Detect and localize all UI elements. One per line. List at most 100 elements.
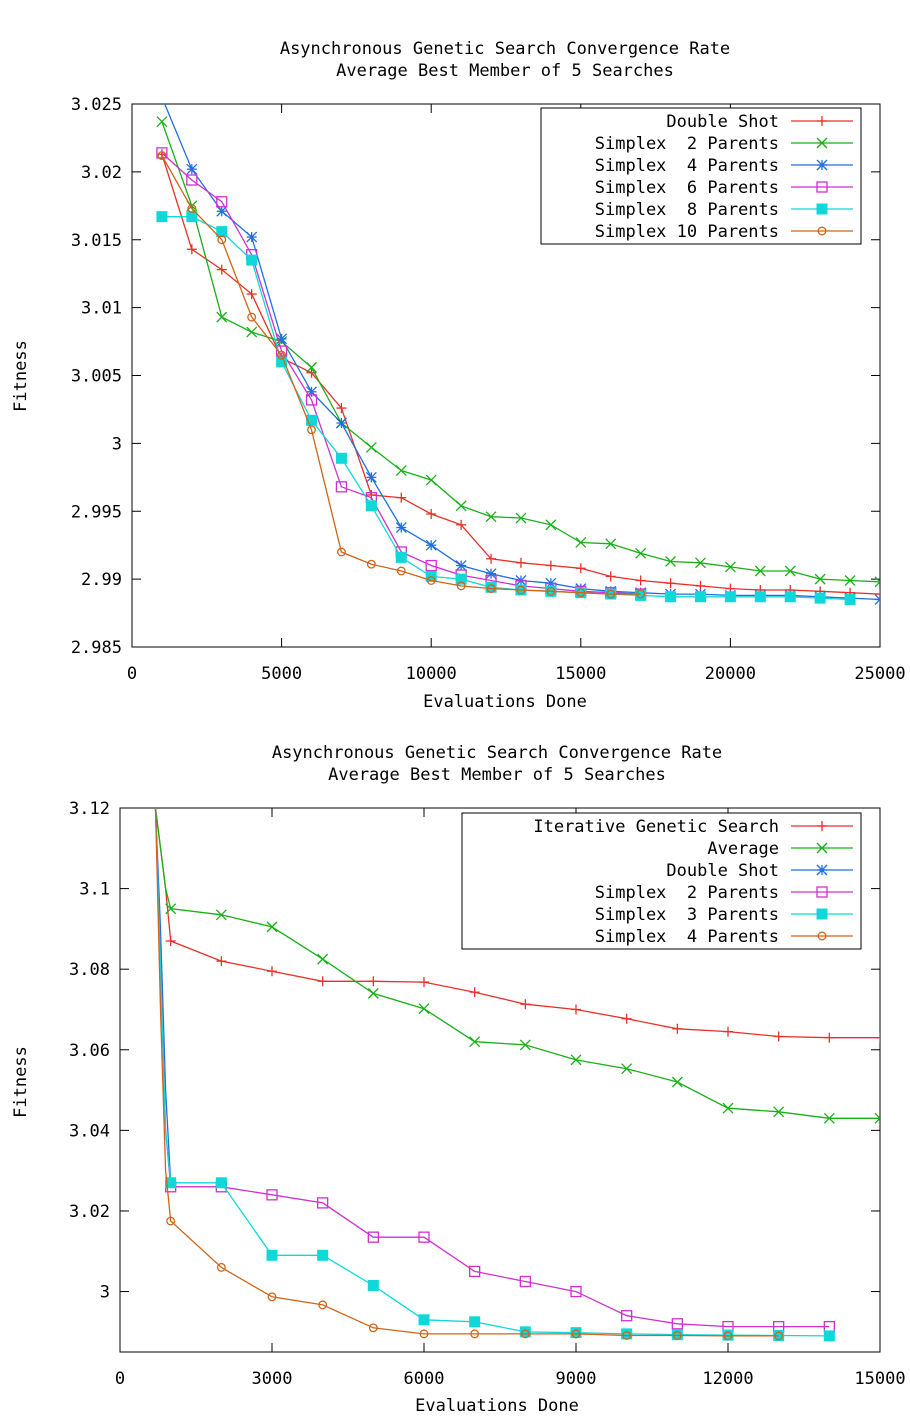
chart-2-series-2-point — [469, 1036, 481, 1048]
chart-2-legend-item: Simplex 3 Parents — [595, 905, 853, 925]
chart-1-series-6-point — [546, 586, 556, 596]
chart-1-series-2-point — [156, 116, 168, 128]
chart-2-series-1-point — [419, 977, 429, 988]
chart-1-legend-label: Double Shot — [666, 112, 779, 132]
chart-2-series-1-point — [875, 1032, 880, 1043]
chart-2-x-tick-label: 9000 — [556, 1369, 597, 1389]
chart-2-legend-label: Iterative Genetic Search — [533, 817, 779, 837]
chart-2-series-4-point — [367, 1231, 379, 1243]
chart-1-y-tick-label: 3.005 — [71, 367, 122, 387]
chart-1-series-1-point — [246, 289, 257, 300]
chart-1-series-6-point — [366, 559, 376, 569]
chart-2: Asynchronous Genetic Search Convergence … — [11, 743, 906, 1416]
chart-1-series-5-point — [694, 591, 706, 603]
chart-2-legend-box — [461, 812, 862, 950]
chart-1-series-2-point — [365, 441, 377, 453]
chart-2-x-tick-label: 3000 — [252, 1369, 293, 1389]
chart-2-legend-swatch-marker — [816, 886, 828, 898]
chart-2-series-1-point — [773, 1031, 784, 1042]
chart-1-series-2-point — [874, 576, 880, 588]
chart-1-series-6-point — [606, 589, 616, 599]
chart-1-series-1-point — [186, 244, 197, 255]
chart-2-plot-frame — [119, 807, 881, 1353]
chart-2-series-5-point — [165, 1177, 177, 1189]
chart-2-legend-item: Average — [707, 839, 853, 859]
chart-2-legend-swatch-marker — [816, 864, 828, 876]
chart-1-series-3-point — [874, 594, 880, 605]
chart-2-legend-swatch-marker — [816, 908, 828, 920]
chart-1-x-tick-label: 10000 — [406, 664, 457, 684]
chart-2-series-2-point — [570, 1054, 582, 1066]
chart-1-series-5-line — [161, 216, 851, 601]
chart-2-legend-label: Double Shot — [666, 861, 779, 881]
chart-2-series-6-point — [723, 1331, 733, 1341]
chart-1-y-tick-label: 3.025 — [71, 95, 122, 115]
chart-1-series-1-point — [486, 553, 497, 564]
chart-2-series-1-point — [267, 966, 277, 977]
chart-2-y-tick-label: 3.12 — [69, 799, 110, 819]
chart-2-series-5-point — [266, 1249, 278, 1261]
chart-1-series-2-point — [695, 557, 706, 569]
chart-2-series-4-point — [317, 1197, 329, 1209]
chart-1-plot-frame — [131, 103, 881, 648]
chart-1-y-axis-label: Fitness — [11, 340, 31, 412]
chart-1-legend-label: Simplex 10 Parents — [595, 222, 779, 242]
chart-2-series-2-point — [823, 1112, 835, 1124]
chart-2-x-tick-label: 6000 — [404, 1369, 445, 1389]
chart-2-series-1-point — [621, 1013, 632, 1024]
chart-1-legend-swatch-marker — [816, 181, 828, 193]
chart-2-series-5-point — [418, 1314, 430, 1326]
chart-2-y-tick-label: 3.1 — [79, 880, 110, 900]
chart-2-series-2-point — [215, 909, 227, 921]
chart-2-series-2-point — [418, 1003, 430, 1015]
chart-1-subtitle: Average Best Member of 5 Searches — [336, 61, 674, 81]
chart-1-x-axis-label: Evaluations Done — [423, 692, 587, 712]
chart-2-ticks: 0 3000 6000 9000 12000 15000 3 3.02 3.04 3.06 3.08… — [69, 799, 906, 1389]
chart-2-series-1-point — [672, 1023, 683, 1034]
chart-1-x-tick-label: 25000 — [854, 664, 905, 684]
chart-1-legend-label: Simplex 6 Parents — [595, 178, 779, 198]
chart-1-series-2-point — [515, 512, 527, 524]
chart-2-series-6-point — [774, 1331, 784, 1341]
chart-2-series-1-point — [520, 999, 531, 1010]
chart-2-series-4-point — [519, 1275, 531, 1288]
chart-2-series-5-point — [317, 1249, 329, 1261]
chart-1: Asynchronous Genetic Search Convergence … — [11, 39, 906, 712]
chart-1-series-1-point — [426, 508, 437, 519]
chart-1-series-2-point — [306, 361, 317, 373]
chart-1-series-1-point — [396, 492, 407, 503]
chart-2-series-6-point — [622, 1331, 632, 1340]
chart-1-series-3-point — [425, 539, 437, 551]
chart-1-series-2-point — [216, 311, 228, 323]
chart-1-series-6-point — [277, 350, 287, 360]
chart-1-legend-label: Simplex 2 Parents — [595, 134, 779, 154]
chart-2-series-1 — [154, 808, 880, 1043]
chart-1-series-5-point — [784, 591, 796, 603]
chart-1-title: Asynchronous Genetic Search Convergence … — [280, 39, 730, 59]
chart-2-series-1-point — [824, 1032, 835, 1043]
chart-1-series-6-point — [247, 312, 257, 322]
chart-2-series-6-point — [672, 1331, 682, 1340]
chart-1-series-2-point — [814, 573, 826, 585]
chart-2-series-6-line — [154, 808, 779, 1337]
chart-2-series-6-point — [368, 1323, 378, 1333]
chart-1-series-5-point — [216, 226, 228, 238]
chart-2-series-1-point — [368, 976, 379, 987]
chart-1-series-1-point — [605, 571, 616, 582]
chart-1-series-6-point — [396, 566, 406, 576]
chart-2-series-2-point — [367, 987, 379, 999]
chart-2-legend-label: Simplex 3 Parents — [595, 905, 779, 925]
chart-1-series-6-point — [187, 204, 197, 213]
chart-2-series-1-point — [317, 976, 328, 987]
chart-1-series-3-point — [455, 560, 467, 572]
chart-1-series-4-point — [425, 559, 437, 572]
chart-1-series-5-point — [754, 591, 766, 603]
chart-1-series-2-point — [485, 511, 497, 523]
chart-1-series-5-point — [276, 356, 288, 368]
chart-2-legend-label: Simplex 2 Parents — [595, 883, 779, 903]
chart-1-series-2-point — [425, 474, 437, 486]
chart-1-legend-swatch-marker — [816, 203, 828, 215]
